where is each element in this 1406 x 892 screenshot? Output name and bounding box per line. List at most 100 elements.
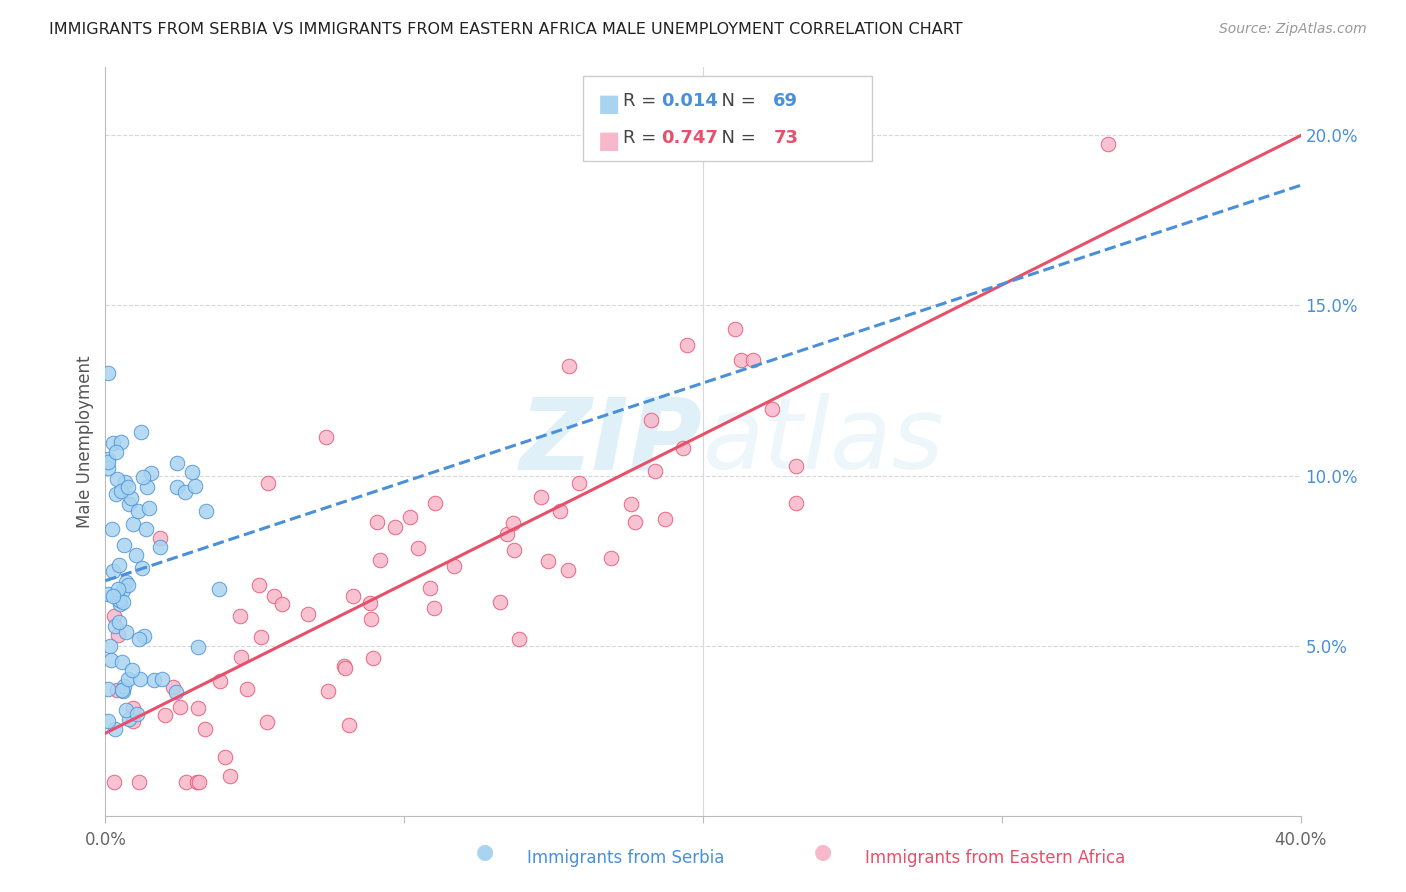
Point <box>128 775 150 789</box>
Point <box>143 673 166 688</box>
Text: 0.014: 0.014 <box>661 92 717 110</box>
Point <box>187 700 209 714</box>
Point <box>623 515 645 529</box>
Point <box>97 714 120 728</box>
Point <box>537 554 560 568</box>
Text: ZIP: ZIP <box>520 393 703 490</box>
Point <box>97 367 120 381</box>
Point <box>406 541 429 555</box>
Point <box>1097 137 1119 152</box>
Point <box>149 540 172 554</box>
Point <box>122 714 145 729</box>
Point <box>117 672 139 686</box>
Point <box>318 684 340 698</box>
Point <box>98 640 121 654</box>
Point <box>153 708 176 723</box>
Point <box>676 338 699 352</box>
Point <box>107 582 129 596</box>
Point <box>105 445 128 459</box>
Point <box>399 509 422 524</box>
Point <box>104 618 127 632</box>
Point <box>101 564 124 578</box>
Point <box>785 458 807 473</box>
Point <box>108 558 131 572</box>
Point <box>129 425 152 439</box>
Point <box>117 480 139 494</box>
Point <box>548 504 571 518</box>
Point <box>135 480 157 494</box>
Point <box>97 587 120 601</box>
Text: 0.747: 0.747 <box>661 129 717 147</box>
Text: 69: 69 <box>773 92 799 110</box>
Point <box>342 589 364 603</box>
Text: ●: ● <box>477 842 494 862</box>
Point <box>315 430 337 444</box>
Point <box>166 480 188 494</box>
Point <box>194 503 217 517</box>
Point <box>105 472 128 486</box>
Point <box>640 413 662 427</box>
Point <box>112 595 135 609</box>
Text: N =: N = <box>710 92 762 110</box>
Text: Immigrants from Serbia: Immigrants from Serbia <box>527 849 724 867</box>
Point <box>181 465 204 479</box>
Point <box>333 658 356 673</box>
Point <box>270 597 292 611</box>
Point <box>110 435 132 450</box>
Point <box>568 476 591 491</box>
Point <box>263 589 285 603</box>
Point <box>333 661 356 675</box>
Point <box>117 497 139 511</box>
Point <box>112 582 135 597</box>
Y-axis label: Male Unemployment: Male Unemployment <box>76 355 94 528</box>
Point <box>131 561 153 575</box>
Point <box>108 615 131 629</box>
Point <box>419 581 441 595</box>
Point <box>166 456 188 470</box>
Point <box>132 629 155 643</box>
Point <box>112 538 135 552</box>
Point <box>127 504 149 518</box>
Point <box>425 496 447 510</box>
Point <box>558 359 581 373</box>
Point <box>359 596 381 610</box>
Point <box>103 775 125 789</box>
Point <box>229 650 252 665</box>
Point <box>165 685 187 699</box>
Point <box>443 559 465 574</box>
Point <box>108 597 131 611</box>
Point <box>117 578 139 592</box>
Point <box>138 500 160 515</box>
Point <box>108 593 131 607</box>
Point <box>187 775 209 789</box>
Text: N =: N = <box>710 129 762 147</box>
Point <box>214 749 236 764</box>
Text: ■: ■ <box>598 92 620 116</box>
Point <box>122 517 145 532</box>
Point <box>100 653 122 667</box>
Point <box>503 542 526 557</box>
Point <box>384 519 406 533</box>
Point <box>174 485 197 500</box>
Point <box>111 683 134 698</box>
Point <box>107 627 129 641</box>
Point <box>115 575 138 590</box>
Point <box>297 607 319 622</box>
Text: IMMIGRANTS FROM SERBIA VS IMMIGRANTS FROM EASTERN AFRICA MALE UNEMPLOYMENT CORRE: IMMIGRANTS FROM SERBIA VS IMMIGRANTS FRO… <box>49 22 963 37</box>
Point <box>496 527 519 541</box>
Text: Immigrants from Eastern Africa: Immigrants from Eastern Africa <box>865 849 1125 867</box>
Point <box>250 630 273 644</box>
Point <box>97 455 120 469</box>
Point <box>337 718 360 732</box>
Text: 73: 73 <box>773 129 799 147</box>
Point <box>229 608 252 623</box>
Point <box>111 683 134 698</box>
Point <box>115 624 138 639</box>
Point <box>502 516 524 530</box>
Point <box>557 563 579 577</box>
Point <box>620 497 643 511</box>
Point <box>149 531 172 545</box>
Point <box>761 401 783 416</box>
Point <box>654 512 676 526</box>
Point <box>127 706 149 721</box>
